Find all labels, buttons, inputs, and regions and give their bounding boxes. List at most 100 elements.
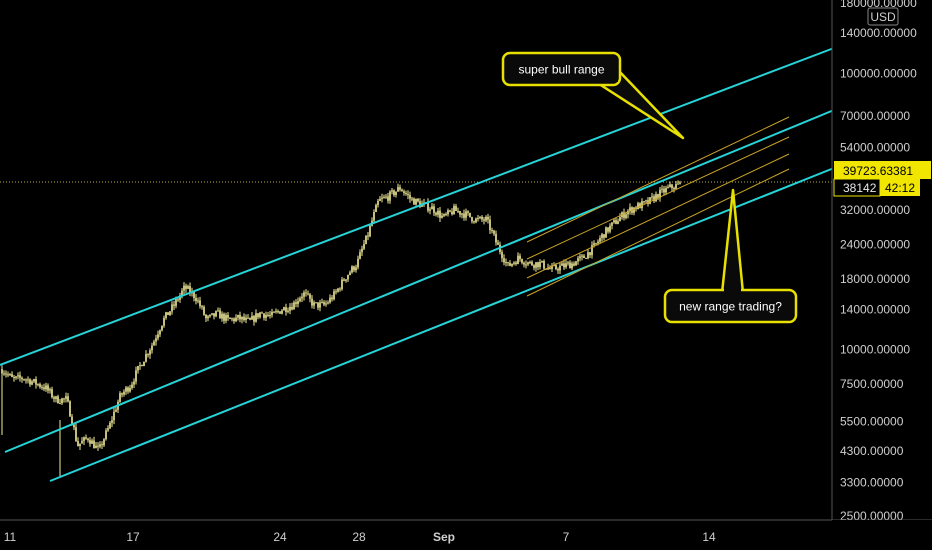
candle-body bbox=[459, 211, 461, 215]
y-tick-label: 140000.00000 bbox=[840, 26, 917, 40]
channel-upper-line bbox=[0, 47, 835, 366]
candle-body bbox=[275, 311, 277, 313]
candle-body bbox=[391, 190, 393, 192]
candle-body bbox=[141, 365, 143, 367]
candle-body bbox=[241, 316, 243, 320]
candle-body bbox=[591, 245, 593, 256]
candle-body bbox=[399, 187, 401, 190]
candle-body bbox=[335, 291, 337, 293]
candle-body bbox=[521, 259, 523, 263]
candle-body bbox=[527, 262, 529, 265]
candle-body bbox=[483, 219, 485, 221]
candle-body bbox=[23, 379, 25, 381]
candle-body bbox=[231, 318, 233, 320]
candle-body bbox=[9, 374, 11, 376]
candle-body bbox=[137, 365, 139, 371]
candle-body bbox=[225, 315, 227, 321]
y-tick-label: 180000.00000 bbox=[840, 0, 917, 10]
candle-body bbox=[67, 396, 69, 402]
candle-body bbox=[193, 291, 195, 298]
currency-badge[interactable]: USD bbox=[867, 7, 899, 26]
candle-body bbox=[93, 440, 95, 449]
candle-body bbox=[173, 304, 175, 306]
x-tick-label: 24 bbox=[273, 530, 287, 544]
candle-body bbox=[319, 302, 321, 308]
candle-body bbox=[239, 314, 241, 320]
axis-corner bbox=[832, 520, 932, 550]
candle-body bbox=[167, 312, 169, 316]
x-axis[interactable]: 11 17 24 28 Sep 7 14 bbox=[0, 519, 932, 544]
candle-body bbox=[69, 401, 71, 417]
candle-body bbox=[613, 220, 615, 223]
candle-body bbox=[427, 202, 429, 211]
candle-body bbox=[501, 251, 503, 259]
candle-body bbox=[511, 263, 513, 266]
candle-body bbox=[537, 262, 539, 268]
candle-body bbox=[351, 266, 353, 273]
candle-body bbox=[531, 261, 533, 266]
candle-body bbox=[185, 285, 187, 289]
candle-body bbox=[153, 341, 155, 346]
candle-body bbox=[123, 391, 125, 395]
candle-body bbox=[315, 302, 317, 304]
candle-body bbox=[419, 201, 421, 207]
candle-body bbox=[233, 318, 235, 322]
candle-body bbox=[65, 396, 67, 399]
candle-body bbox=[83, 437, 85, 441]
candle-body bbox=[373, 212, 375, 221]
candle-body bbox=[329, 297, 331, 303]
candle-body bbox=[415, 198, 417, 205]
candle-body bbox=[647, 200, 649, 204]
candle-body bbox=[249, 318, 251, 320]
candle-body bbox=[289, 306, 291, 311]
candle-body bbox=[557, 269, 559, 271]
candle-body bbox=[271, 311, 273, 316]
candle-body bbox=[567, 262, 569, 264]
candle-body bbox=[165, 312, 167, 318]
y-tick-label: 18000.00000 bbox=[840, 272, 910, 286]
candle-body bbox=[291, 306, 293, 310]
candle-body bbox=[333, 291, 335, 300]
candle-body bbox=[517, 255, 519, 264]
candle-body bbox=[361, 248, 363, 253]
candle-body bbox=[671, 184, 673, 189]
candle-body bbox=[665, 187, 667, 193]
candle-body bbox=[325, 303, 327, 305]
candle-body bbox=[53, 397, 55, 399]
candle-body bbox=[355, 267, 357, 271]
candle-body bbox=[217, 310, 219, 312]
candle-body bbox=[215, 311, 217, 317]
candle-body bbox=[43, 387, 45, 390]
y-axis[interactable]: 180000.00000 140000.00000 100000.00000 7000… bbox=[831, 0, 932, 523]
candle-body bbox=[589, 252, 591, 256]
candle-body bbox=[261, 312, 263, 314]
candle-body bbox=[449, 210, 451, 212]
x-tick-label: 28 bbox=[352, 530, 366, 544]
candle-body bbox=[463, 213, 465, 218]
candle-body bbox=[653, 196, 655, 202]
candle-body bbox=[339, 288, 341, 290]
candle-body bbox=[467, 211, 469, 213]
candle-body bbox=[61, 398, 63, 404]
callout-super-bull-range[interactable]: super bull range bbox=[501, 51, 685, 140]
candle-body bbox=[125, 387, 127, 392]
currency-label: USD bbox=[870, 10, 896, 24]
candle-body bbox=[507, 262, 509, 264]
candle-body bbox=[131, 384, 133, 388]
candle-body bbox=[243, 316, 245, 320]
candle-body bbox=[255, 313, 257, 322]
candle-body bbox=[559, 265, 561, 271]
candle-body bbox=[311, 298, 313, 306]
candle-body bbox=[169, 311, 171, 316]
candle-body bbox=[25, 379, 27, 381]
candle-body bbox=[667, 186, 669, 188]
candle-body bbox=[175, 299, 177, 306]
countdown-text: 42:12 bbox=[885, 181, 915, 195]
candle-body bbox=[251, 316, 253, 320]
callout-new-range[interactable]: new range trading? bbox=[663, 188, 798, 324]
candle-body bbox=[441, 215, 443, 218]
candle-body bbox=[115, 409, 117, 412]
y-tick-label: 5500.00000 bbox=[840, 414, 904, 428]
candle-body bbox=[405, 192, 407, 194]
